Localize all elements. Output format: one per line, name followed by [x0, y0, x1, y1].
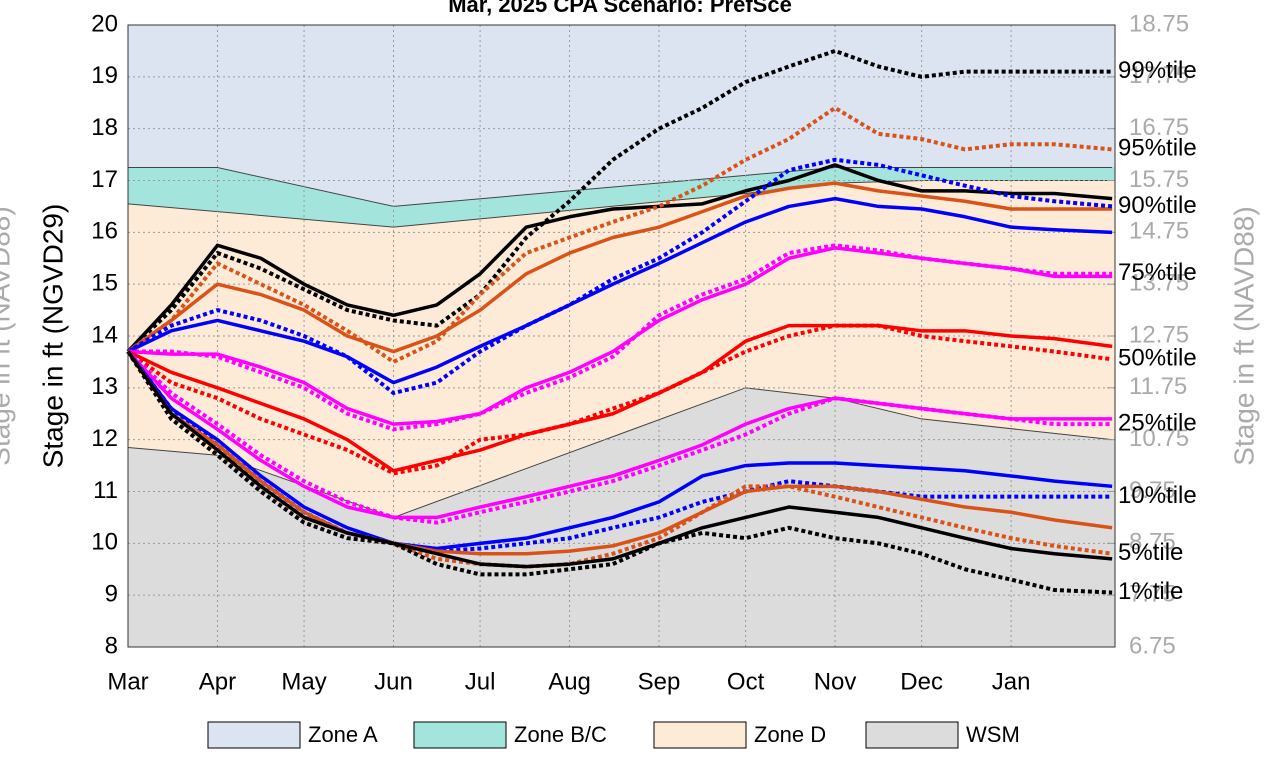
x-tick-label: Nov	[814, 668, 857, 695]
y-tick-label: 9	[105, 581, 118, 608]
y-tick-label: 17	[91, 166, 118, 193]
legend-label: Zone D	[754, 722, 826, 747]
y-tick-label: 8	[105, 632, 118, 659]
y-tick-label: 12	[91, 425, 118, 452]
percentile-label: 5%tile	[1118, 539, 1183, 566]
y-tick-label: 16	[91, 218, 118, 245]
y-tick-label: 19	[91, 62, 118, 89]
percentile-label: 95%tile	[1118, 135, 1197, 162]
y2-tick-label: 11.75	[1129, 373, 1187, 400]
line-dotted	[128, 243, 1113, 432]
percentile-label: 75%tile	[1118, 259, 1197, 286]
y2-tick-label: 9.75	[1129, 477, 1176, 504]
line-dotted	[126, 157, 1113, 396]
x-tick-label: Jan	[992, 668, 1031, 695]
legend-swatch	[865, 721, 959, 749]
x-tick-label: Sep	[638, 668, 681, 695]
y-tick-label: 10	[91, 529, 118, 556]
percentile-label: 50%tile	[1118, 345, 1197, 372]
line-solid	[126, 350, 1113, 556]
line-solid	[126, 350, 1113, 569]
y2-tick-label: 8.75	[1129, 529, 1176, 556]
y-tick-label: 20	[91, 10, 118, 37]
x-tick-label: Apr	[199, 668, 236, 695]
percentile-label: 1%tile	[1118, 578, 1183, 605]
line-solid	[126, 350, 1113, 551]
y2-tick-label: 13.75	[1129, 270, 1189, 297]
plot-frame	[127, 24, 1116, 648]
y2-axis-label: Stage in ft (NAVD88)	[1228, 206, 1259, 465]
zone-fill	[128, 167, 1115, 228]
zone-fill	[128, 387, 1115, 647]
legend-swatch	[207, 721, 301, 749]
line-solid	[126, 181, 1113, 354]
y2-tick-label: 14.75	[1129, 218, 1189, 245]
y2-tick-label: 6.75	[1129, 632, 1176, 659]
y-tick-label: 13	[91, 373, 118, 400]
y-tick-label: 18	[91, 114, 118, 141]
legend-label: Zone A	[308, 722, 378, 747]
line-solid	[127, 323, 1113, 473]
y2-tick-label: 10.75	[1129, 425, 1189, 452]
x-tick-label: Aug	[548, 668, 591, 695]
legend-swatch	[653, 721, 747, 749]
line-dotted	[126, 105, 1113, 364]
y2-tick-label: 16.75	[1129, 114, 1189, 141]
zone-fill	[128, 25, 1115, 207]
legend-label: Zone B/C	[514, 722, 607, 747]
clipped-axis-label: Stage in ft (NAVD88)	[0, 206, 15, 465]
line-solid	[126, 350, 1113, 520]
x-tick-label: Jul	[465, 668, 496, 695]
percentile-label: 10%tile	[1118, 482, 1197, 509]
y-tick-label: 15	[91, 270, 118, 297]
line-solid	[126, 163, 1113, 353]
line-dotted	[126, 48, 1113, 353]
chart-title: Mar, 2025 CPA Scenario: PrefSce	[448, 0, 792, 17]
x-tick-label: Dec	[900, 668, 943, 695]
y2-tick-label: 7.75	[1129, 581, 1176, 608]
y2-tick-label: 12.75	[1129, 321, 1189, 348]
y2-tick-label: 17.75	[1129, 62, 1189, 89]
y-axis-label: Stage in ft (NGVD29)	[37, 204, 68, 469]
y-tick-label: 14	[91, 321, 118, 348]
percentile-label: 25%tile	[1118, 409, 1197, 436]
x-tick-label: Oct	[727, 668, 765, 695]
y2-tick-label: 15.75	[1129, 166, 1189, 193]
x-tick-label: Jun	[374, 668, 413, 695]
line-dotted	[126, 350, 1113, 525]
line-solid	[127, 196, 1113, 385]
y-tick-label: 11	[93, 477, 118, 504]
x-tick-label: May	[281, 668, 326, 695]
x-tick-label: Mar	[107, 668, 148, 695]
y2-tick-label: 18.75	[1129, 10, 1189, 37]
line-dotted	[126, 323, 1113, 476]
percentile-label: 99%tile	[1118, 57, 1197, 84]
legend-label: WSM	[966, 722, 1020, 747]
percentile-label: 90%tile	[1118, 192, 1197, 219]
legend-swatch	[413, 721, 507, 749]
